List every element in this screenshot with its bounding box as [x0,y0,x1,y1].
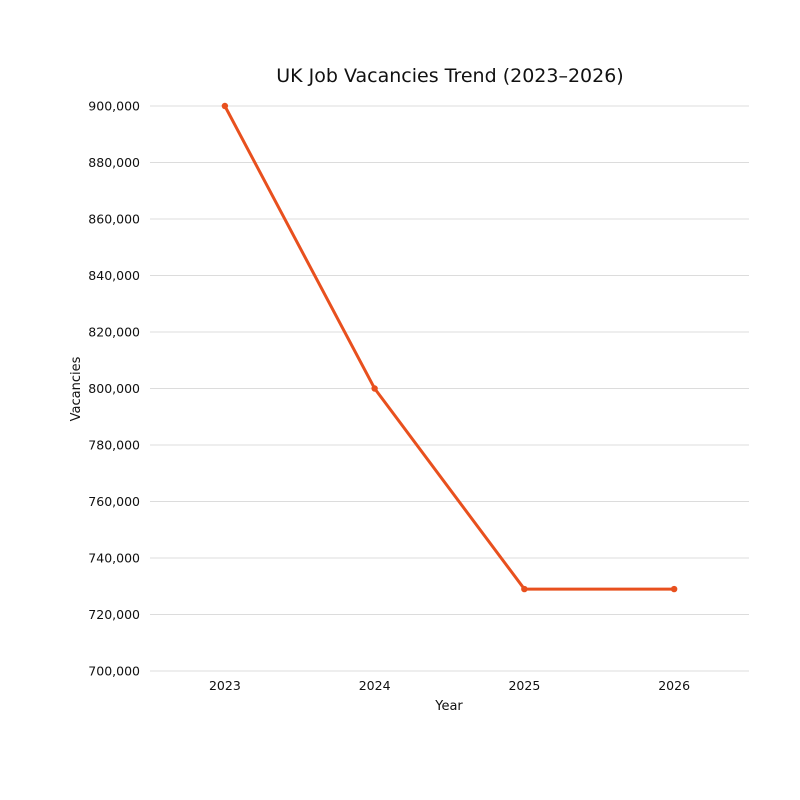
y-tick-label: 700,000 [88,664,140,679]
y-tick-label: 860,000 [88,212,140,227]
x-tick-label: 2023 [209,678,241,693]
x-tick-label: 2026 [658,678,690,693]
y-axis-ticks: 700,000 720,000 740,000 760,000 780,000 800,0… [88,99,140,679]
y-tick-label: 800,000 [88,381,140,396]
y-axis-label: Vacancies [69,356,84,421]
y-tick-label: 780,000 [88,438,140,453]
x-axis-label: Year [434,699,463,714]
y-tick-label: 760,000 [88,494,140,509]
series-layer [221,102,678,593]
y-tick-label: 840,000 [88,268,140,283]
y-tick-label: 820,000 [88,325,140,340]
x-tick-label: 2025 [508,678,540,693]
x-axis-ticks: 2023 2024 2025 2026 [209,678,690,693]
y-tick-label: 880,000 [88,155,140,170]
y-tick-label: 740,000 [88,551,140,566]
series-line [223,104,676,591]
data-point [521,585,528,593]
data-point [371,385,378,392]
data-point [670,585,678,593]
y-tick-label: 900,000 [88,99,140,114]
data-point [221,102,229,110]
y-tick-label: 720,000 [88,607,140,622]
chart-title: UK Job Vacancies Trend (2023–2026) [276,65,623,87]
x-tick-label: 2024 [359,678,391,693]
grid-lines [150,105,749,672]
